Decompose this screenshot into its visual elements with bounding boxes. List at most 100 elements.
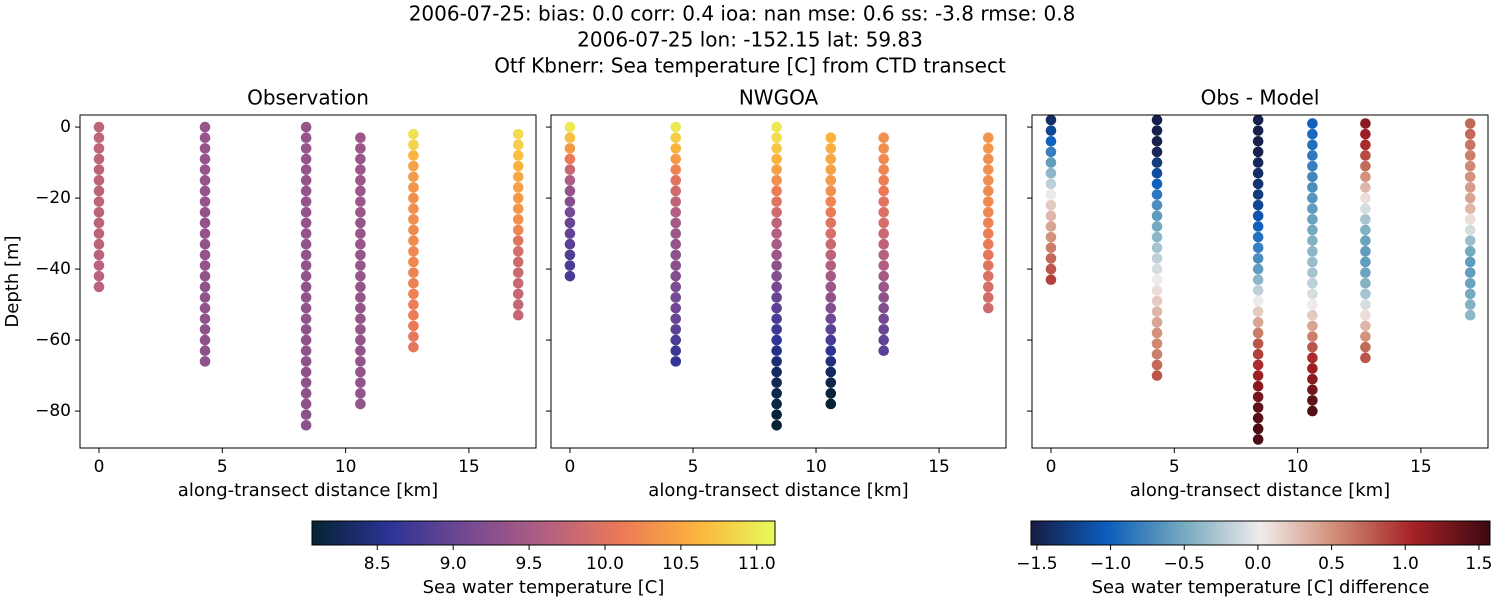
- data-point: [825, 175, 837, 186]
- data-point: [1307, 128, 1318, 140]
- colorbar: [1030, 520, 1491, 546]
- data-point: [355, 398, 366, 410]
- data-point: [771, 366, 782, 378]
- data-point: [199, 302, 211, 314]
- data-point: [825, 228, 837, 239]
- data-point: [771, 345, 782, 357]
- data-point: [771, 292, 782, 303]
- data-point: [982, 238, 994, 250]
- data-point: [1360, 320, 1371, 332]
- data-point: [1045, 263, 1057, 275]
- data-point: [1464, 182, 1476, 193]
- data-point: [825, 164, 837, 175]
- data-point: [300, 377, 312, 388]
- data-point: [670, 270, 682, 282]
- suptitle: 2006-07-25: bias: 0.0 corr: 0.4 ioa: nan…: [409, 2, 1076, 26]
- data-point: [878, 260, 889, 271]
- data-point: [878, 345, 889, 357]
- x-tick-label: 0: [1046, 457, 1057, 477]
- data-point: [355, 175, 366, 186]
- data-point: [825, 281, 837, 293]
- data-point: [300, 153, 312, 165]
- data-point: [93, 143, 105, 154]
- data-point: [199, 281, 211, 293]
- data-point: [408, 203, 419, 215]
- data-point: [670, 132, 682, 144]
- data-point: [355, 196, 366, 207]
- data-point: [1360, 341, 1371, 353]
- data-point: [1307, 150, 1318, 161]
- data-point: [982, 185, 994, 197]
- data-point: [300, 260, 312, 271]
- data-point: [355, 153, 366, 165]
- suptitle: 2006-07-25 lon: -152.15 lat: 59.83: [577, 28, 923, 52]
- data-point: [825, 185, 837, 197]
- data-point: [355, 281, 366, 293]
- data-point: [1360, 309, 1371, 321]
- data-point: [670, 175, 682, 186]
- y-tick-label: −60: [35, 330, 71, 350]
- data-point: [512, 256, 524, 268]
- data-point: [825, 356, 837, 367]
- data-point: [1045, 125, 1057, 136]
- data-point: [1464, 256, 1476, 268]
- data-point: [1045, 253, 1057, 264]
- data-point: [1252, 295, 1264, 307]
- data-point: [564, 143, 576, 154]
- data-point: [564, 238, 576, 250]
- data-point: [1151, 370, 1163, 381]
- data-point: [199, 175, 211, 186]
- data-point: [512, 309, 524, 321]
- data-point: [1464, 299, 1476, 310]
- data-point: [1360, 267, 1371, 278]
- data-point: [300, 409, 312, 420]
- data-point: [512, 299, 524, 310]
- data-point: [93, 196, 105, 207]
- data-point: [300, 249, 312, 261]
- data-point: [825, 206, 837, 218]
- data-point: [300, 217, 312, 229]
- data-point: [300, 419, 312, 431]
- data-point: [564, 132, 576, 144]
- data-point: [825, 366, 837, 378]
- y-tick-label: −40: [35, 259, 71, 279]
- data-point: [771, 324, 782, 335]
- data-point: [300, 388, 312, 399]
- data-point: [825, 132, 837, 144]
- data-point: [1151, 263, 1163, 275]
- data-point: [825, 238, 837, 250]
- data-point: [1151, 167, 1163, 179]
- data-point: [1252, 146, 1264, 158]
- data-point: [771, 121, 782, 133]
- data-point: [408, 214, 419, 225]
- data-point: [1252, 412, 1264, 424]
- data-point: [1252, 210, 1264, 222]
- data-point: [1307, 256, 1318, 268]
- data-point: [408, 128, 419, 140]
- data-point: [1360, 224, 1371, 236]
- data-point: [982, 143, 994, 154]
- data-point: [878, 249, 889, 261]
- y-tick-label: 0: [60, 117, 71, 137]
- data-point: [1252, 274, 1264, 286]
- data-point: [408, 182, 419, 193]
- data-point: [1151, 189, 1163, 200]
- data-point: [512, 235, 524, 246]
- data-point: [355, 238, 366, 250]
- data-point: [199, 206, 211, 218]
- data-point: [355, 270, 366, 282]
- data-point: [1151, 199, 1163, 211]
- data-point: [1464, 224, 1476, 236]
- data-point: [1045, 135, 1057, 147]
- data-point: [771, 238, 782, 250]
- data-point: [355, 228, 366, 239]
- data-point: [564, 121, 576, 133]
- data-point: [771, 419, 782, 431]
- data-point: [878, 196, 889, 207]
- data-point: [1464, 277, 1476, 289]
- data-point: [1151, 221, 1163, 232]
- data-point: [300, 196, 312, 207]
- data-point: [199, 292, 211, 303]
- colorbar-tick-label: 10.0: [586, 554, 624, 574]
- data-point: [564, 153, 576, 165]
